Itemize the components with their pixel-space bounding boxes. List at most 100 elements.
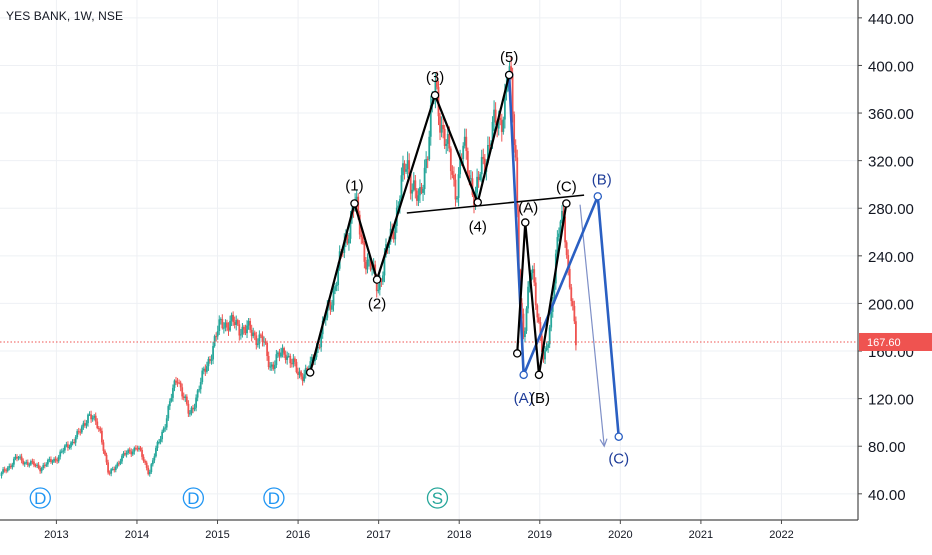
candle-body	[77, 431, 80, 433]
candle-body	[263, 341, 265, 343]
candle-body	[179, 382, 182, 388]
candle-body	[310, 356, 313, 362]
candle-body	[397, 205, 400, 208]
price-axis-label: 280.00	[868, 201, 914, 218]
candle-body	[454, 179, 457, 200]
candle-body	[514, 145, 517, 158]
candle-body	[273, 365, 276, 369]
candle-body	[281, 348, 284, 353]
wave-label-corrective-a: (A)	[518, 200, 538, 217]
candle-body	[73, 442, 76, 444]
candle-body	[94, 415, 97, 422]
event-marker-dividend	[263, 487, 285, 509]
candle-body	[573, 305, 576, 322]
candle-body	[71, 442, 74, 444]
candle-body	[249, 320, 252, 330]
candle-body	[575, 321, 577, 346]
candle-body	[445, 143, 448, 146]
candle-body	[400, 175, 403, 200]
candle-body	[6, 467, 9, 471]
candle-body	[108, 472, 111, 474]
candle-body	[457, 174, 460, 198]
elliott-impulse-wave-node	[430, 90, 440, 100]
candle-body	[284, 354, 287, 360]
time-axis-label: 2019	[528, 529, 552, 541]
candle-body	[377, 289, 380, 292]
candle-body	[326, 305, 329, 318]
candle-body	[111, 469, 114, 471]
candle-body	[238, 324, 241, 336]
candle-body	[189, 413, 191, 415]
candle-body	[562, 210, 565, 217]
wave-label-1: (1)	[345, 177, 363, 194]
candle-body	[124, 453, 126, 455]
candle-body	[382, 275, 384, 282]
candle-body	[218, 319, 221, 332]
wave-label-5: (5)	[500, 49, 518, 66]
projection-arrow-line	[579, 204, 605, 447]
candle-body	[287, 355, 290, 357]
candle-body	[556, 237, 559, 254]
candle-body	[87, 414, 89, 424]
candle-body	[48, 459, 51, 461]
candle-body	[278, 352, 281, 357]
candle-body	[561, 210, 563, 222]
wave-label-4: (4)	[469, 218, 487, 235]
projected-abc-wave-node	[593, 192, 603, 201]
price-axis-label: 80.00	[868, 439, 906, 456]
candle-body	[182, 396, 185, 398]
candle-body	[292, 358, 295, 365]
wave-label-projected-a: (A)	[514, 390, 534, 407]
elliott-impulse-wave-node	[350, 199, 359, 208]
candle-body	[172, 387, 174, 398]
candle-body	[199, 382, 202, 390]
time-axis-label: 2016	[286, 529, 310, 541]
candle-body	[294, 358, 296, 362]
candle-body	[230, 314, 233, 321]
candle-body	[470, 178, 472, 180]
candle-body	[533, 269, 536, 283]
candle-body	[283, 348, 285, 355]
candle-body	[261, 335, 264, 343]
candle-body	[136, 448, 139, 450]
wave-label-3: (3)	[426, 69, 444, 86]
candle-body	[244, 329, 247, 334]
candle-body	[205, 366, 208, 372]
candle-body	[25, 462, 28, 464]
candle-body	[517, 209, 520, 271]
candle-body	[151, 460, 154, 465]
candle-body	[178, 382, 181, 384]
candle-body	[500, 120, 503, 132]
candle-body	[371, 268, 374, 270]
candle-body	[564, 216, 567, 243]
wave-label-corrective-c: (C)	[556, 178, 577, 195]
candle-body	[542, 351, 545, 360]
candle-body	[233, 322, 236, 326]
candle-body	[155, 447, 157, 457]
candle-body	[164, 427, 167, 429]
candle-body	[3, 469, 6, 471]
candle-body	[236, 320, 239, 325]
candle-body	[402, 163, 404, 176]
candle-body	[448, 133, 451, 149]
last-price-badge	[859, 332, 932, 351]
event-marker-letter: D	[268, 489, 280, 508]
candle-body	[516, 157, 519, 210]
candle-body	[101, 430, 103, 443]
candle-body	[406, 160, 409, 170]
candle-body	[133, 447, 136, 452]
candle-body	[337, 268, 340, 286]
price-axis-label: 360.00	[868, 106, 914, 123]
time-axis-label: 2013	[44, 529, 68, 541]
candle-body	[494, 109, 497, 123]
event-marker-letter: D	[187, 489, 199, 508]
candle-body	[90, 414, 92, 420]
candle-body	[405, 169, 407, 172]
candle-body	[375, 276, 378, 292]
candle-body	[99, 428, 102, 431]
candle-body	[243, 326, 245, 330]
candle-body	[301, 376, 304, 382]
candle-body	[11, 464, 14, 468]
